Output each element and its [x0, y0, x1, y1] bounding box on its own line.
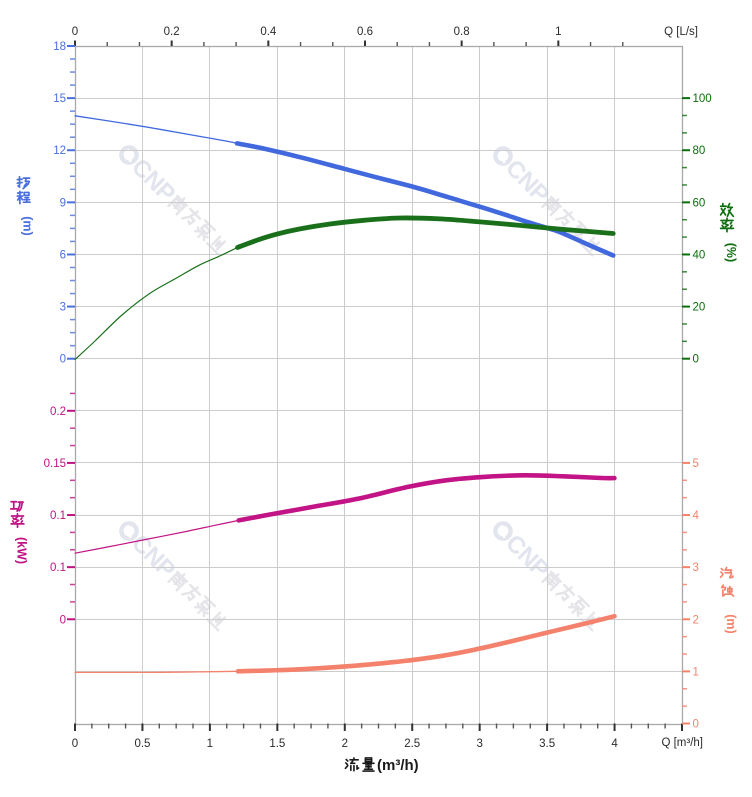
svg-text:0.8: 0.8	[454, 26, 470, 38]
svg-text:4: 4	[611, 738, 618, 750]
svg-text:100: 100	[693, 93, 712, 105]
svg-text:2.5: 2.5	[404, 738, 420, 750]
svg-text:5: 5	[693, 458, 699, 470]
svg-text:18: 18	[53, 41, 66, 53]
svg-text:(kW): (kW)	[15, 537, 29, 564]
svg-text:0.2: 0.2	[164, 26, 180, 38]
svg-text:Q [m³/h]: Q [m³/h]	[661, 737, 703, 749]
svg-text:0.1: 0.1	[50, 510, 66, 522]
svg-text:(m): (m)	[21, 216, 35, 235]
svg-text:2: 2	[693, 614, 699, 626]
svg-text:0.2: 0.2	[50, 406, 66, 418]
svg-text:0: 0	[72, 738, 78, 750]
svg-text:12: 12	[53, 145, 66, 157]
svg-text:0: 0	[60, 354, 66, 366]
svg-text:40: 40	[693, 249, 706, 261]
svg-text:0: 0	[693, 719, 699, 731]
svg-text:15: 15	[53, 93, 66, 105]
svg-text:60: 60	[693, 197, 706, 209]
svg-text:(%): (%)	[724, 243, 738, 262]
svg-text:Q [L/s]: Q [L/s]	[664, 26, 698, 38]
svg-text:0.5: 0.5	[134, 738, 150, 750]
svg-text:9: 9	[60, 197, 66, 209]
svg-text:0.6: 0.6	[357, 26, 373, 38]
svg-text:3: 3	[60, 302, 66, 314]
svg-text:0: 0	[60, 614, 66, 626]
svg-text:3: 3	[693, 562, 699, 574]
svg-text:2: 2	[342, 738, 348, 750]
svg-text:(m³/h): (m³/h)	[377, 757, 419, 774]
svg-text:0.4: 0.4	[260, 26, 277, 38]
svg-text:4: 4	[693, 510, 700, 522]
svg-text:3: 3	[476, 738, 482, 750]
svg-text:1: 1	[555, 26, 561, 38]
svg-text:1.5: 1.5	[269, 738, 285, 750]
svg-text:6: 6	[60, 249, 66, 261]
svg-text:(m): (m)	[724, 614, 738, 633]
svg-text:0: 0	[693, 354, 699, 366]
svg-text:0.1: 0.1	[50, 562, 66, 574]
svg-text:80: 80	[693, 145, 706, 157]
svg-text:20: 20	[693, 302, 706, 314]
svg-text:0.15: 0.15	[44, 458, 66, 470]
svg-text:0: 0	[72, 26, 78, 38]
svg-text:3.5: 3.5	[539, 738, 555, 750]
svg-text:1: 1	[693, 666, 699, 678]
svg-text:1: 1	[207, 738, 213, 750]
